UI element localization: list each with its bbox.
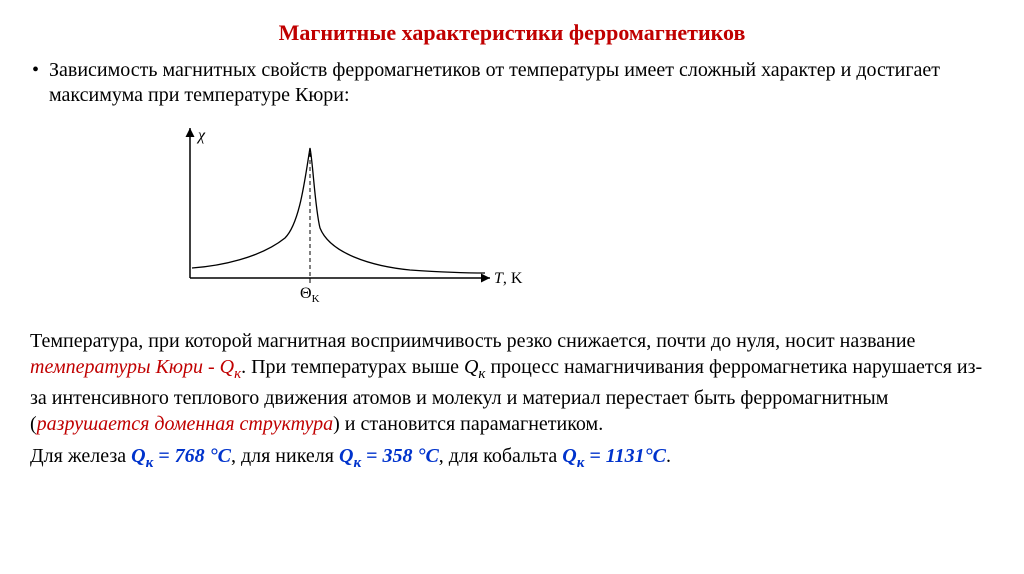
text-seg: ) и становится парамагнетиком. [333, 413, 603, 435]
text-seg: , для никеля [231, 445, 339, 467]
text-seg: . При температурах выше [241, 356, 464, 378]
svg-text:χ: χ [196, 127, 206, 144]
domain-term: разрушается доменная структура [37, 413, 333, 435]
q-nickel: Qк = 358 °С [339, 445, 439, 467]
bullet-item: • Зависимость магнитных свойств ферромаг… [30, 58, 994, 108]
text-seg: . [666, 445, 671, 467]
values-line: Для железа Qк = 768 °С, для никеля Qк = … [30, 443, 994, 474]
curie-term: температуры Кюри - Qк [30, 356, 241, 378]
q-cobalt: Qк = 1131°С [562, 445, 666, 467]
text-seg: Для железа [30, 445, 131, 467]
q-symbol: Qк [464, 356, 485, 378]
page-title: Магнитные характеристики ферромагнетиков [30, 20, 994, 46]
susceptibility-chart: χ T, K ΘK [150, 118, 994, 318]
text-seg: Температура, при которой магнитная воспр… [30, 330, 915, 352]
bullet-text: Зависимость магнитных свойств ферромагне… [49, 58, 994, 108]
body-paragraph: Температура, при которой магнитная воспр… [30, 328, 994, 437]
q-iron: Qк = 768 °С [131, 445, 231, 467]
chart-svg: χ T, K ΘK [150, 118, 550, 313]
bullet-marker: • [32, 58, 39, 108]
text-seg: , для кобальта [439, 445, 563, 467]
svg-text:T, K: T, K [494, 270, 523, 287]
svg-text:ΘK: ΘK [300, 285, 320, 305]
